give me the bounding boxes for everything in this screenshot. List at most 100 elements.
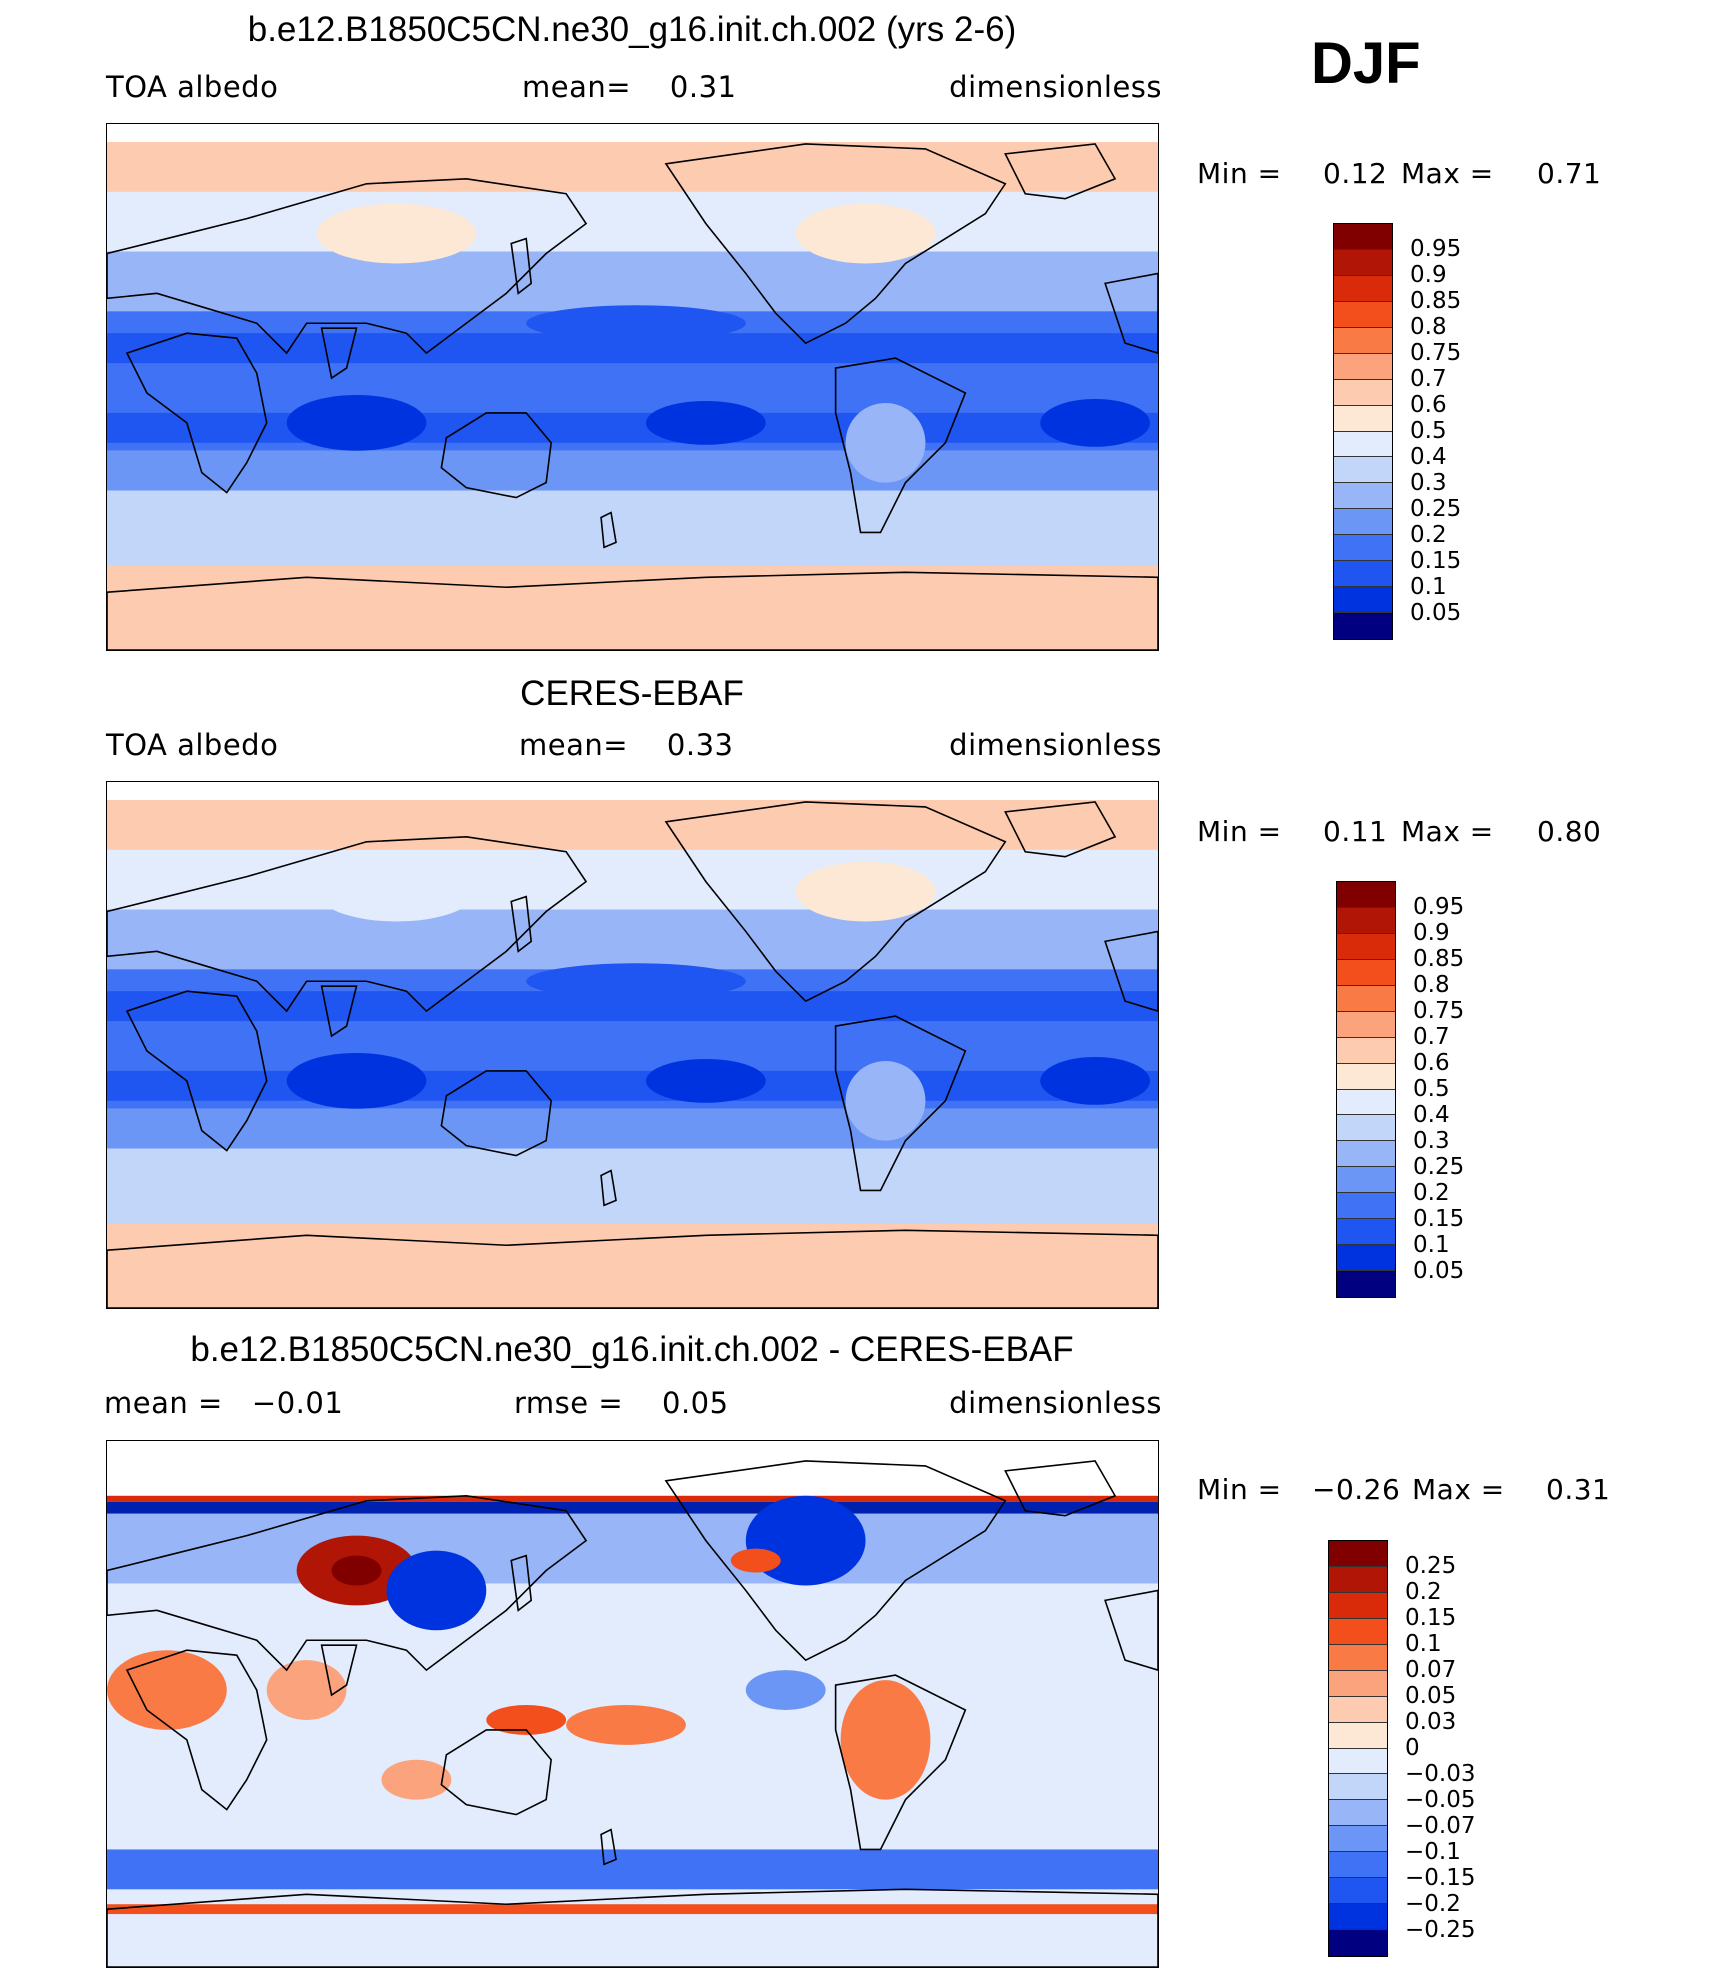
japan-outline <box>510 895 533 953</box>
africa-outline <box>125 332 268 494</box>
colorbar-tick-label: −0.15 <box>1405 1865 1476 1891</box>
colorbar-tick-label: 0.15 <box>1405 1605 1457 1631</box>
colorbar-swatch <box>1334 353 1392 380</box>
colorbar-swatch <box>1337 1219 1395 1246</box>
colorbar-tick-label: 0.9 <box>1413 920 1450 946</box>
negative-anomaly <box>745 1495 866 1586</box>
colorbar-swatch <box>1334 224 1392 250</box>
colorbar-tick-label: 0.75 <box>1410 340 1462 366</box>
panel-3-map-svg <box>107 1441 1158 1967</box>
panel-1-max-label: Max = <box>1401 157 1494 190</box>
panel-2-max-label: Max = <box>1401 815 1494 848</box>
negative-anomaly <box>745 1670 826 1710</box>
positive-anomaly <box>730 1548 781 1573</box>
positive-anomaly <box>486 1704 567 1735</box>
panel-1-mean-label: mean= 0.31 <box>522 70 737 104</box>
colorbar-swatch <box>1337 1089 1395 1116</box>
antarctic-high-albedo <box>107 565 1158 650</box>
colorbar-swatch <box>1337 1141 1395 1168</box>
northern-midlatitude-band <box>107 849 1158 910</box>
colorbar-swatch <box>1337 882 1395 908</box>
greenland-outline <box>1004 143 1117 200</box>
new-zealand-outline <box>600 1828 617 1866</box>
colorbar-swatch <box>1334 613 1392 639</box>
greenland-outline <box>1004 801 1117 858</box>
colorbar-tick-label: 0.15 <box>1413 1206 1465 1232</box>
colorbar-swatch <box>1337 1115 1395 1142</box>
colorbar-tick-label: 0.25 <box>1413 1154 1465 1180</box>
panel-2-map <box>106 781 1159 1309</box>
colorbar-swatch <box>1329 1644 1387 1671</box>
arctic-edge-positive <box>107 1495 1158 1502</box>
positive-anomaly <box>840 1680 931 1800</box>
colorbar-swatch <box>1334 535 1392 562</box>
panel-1-variable-label: TOA albedo <box>106 70 279 104</box>
australia-outline <box>440 412 552 499</box>
europe-east-outline <box>1104 930 1158 1012</box>
colorbar-tick-label: −0.25 <box>1405 1917 1476 1943</box>
northern-high-albedo-band <box>107 141 1158 192</box>
low-albedo-patch <box>645 1058 766 1103</box>
colorbar-tick-label: 0.07 <box>1405 1657 1457 1683</box>
northern-negative-band <box>107 1513 1158 1584</box>
colorbar-tick-label: −0.2 <box>1405 1891 1461 1917</box>
land-albedo-patch <box>316 203 477 264</box>
positive-anomaly <box>331 1555 382 1586</box>
low-albedo-patch <box>526 305 746 342</box>
africa-outline <box>125 1649 268 1811</box>
colorbar-swatch <box>1329 1618 1387 1645</box>
colorbar-swatch <box>1329 1904 1387 1931</box>
colorbar-tick-label: 0.5 <box>1413 1076 1450 1102</box>
colorbar-swatch <box>1329 1800 1387 1827</box>
antarctica-outline <box>107 571 1158 650</box>
panel-2-mean-label: mean= 0.33 <box>519 728 734 762</box>
colorbar-tick-label: 0 <box>1405 1735 1420 1761</box>
panel-2-units-label: dimensionless <box>949 728 1162 762</box>
panel-2-min-label: Min = <box>1197 815 1282 848</box>
positive-anomaly <box>107 1650 227 1730</box>
panel-1-max-value: 0.71 <box>1537 157 1602 190</box>
africa-outline <box>125 990 268 1152</box>
colorbar-tick-label: 0.8 <box>1413 972 1450 998</box>
colorbar-swatch <box>1329 1826 1387 1853</box>
colorbar-tick-label: 0.1 <box>1405 1631 1442 1657</box>
panel-2-title: CERES-EBAF <box>520 674 744 713</box>
colorbar-swatch <box>1337 1063 1395 1090</box>
colorbar-swatch <box>1329 1592 1387 1619</box>
colorbar-tick-label: −0.07 <box>1405 1813 1476 1839</box>
colorbar-swatch <box>1329 1722 1387 1749</box>
colorbar-swatch <box>1334 249 1392 276</box>
colorbar-tick-label: 0.95 <box>1410 236 1462 262</box>
colorbar-swatch <box>1337 1037 1395 1064</box>
land-albedo-patch <box>316 861 477 922</box>
colorbar-tick-label: 0.6 <box>1410 392 1447 418</box>
panel-3-max-value: 0.31 <box>1546 1473 1611 1506</box>
land-albedo-patch <box>845 1060 926 1141</box>
colorbar-tick-label: 0.9 <box>1410 262 1447 288</box>
southern-subtropical-band <box>107 412 1158 443</box>
season-label: DJF <box>1311 31 1421 96</box>
panel-1-min-value: 0.12 <box>1323 157 1388 190</box>
colorbar-swatch <box>1334 587 1392 614</box>
north-america-outline <box>664 801 1007 1003</box>
colorbar-tick-label: 0.2 <box>1413 1180 1450 1206</box>
europe-asia-outline <box>107 835 588 1013</box>
colorbar-tick-label: 0.4 <box>1410 444 1447 470</box>
colorbar-swatch <box>1334 431 1392 458</box>
colorbar-swatch <box>1329 1852 1387 1879</box>
southern-mid-band <box>107 1108 1158 1149</box>
panel-3-min-label: Min = <box>1197 1473 1282 1506</box>
low-albedo-patch <box>1040 1056 1151 1105</box>
colorbar-swatch <box>1329 1930 1387 1956</box>
japan-outline <box>510 237 533 295</box>
panel-3-max-label: Max = <box>1412 1473 1505 1506</box>
colorbar-swatch <box>1329 1566 1387 1593</box>
colorbar-tick-label: 0.1 <box>1410 574 1447 600</box>
colorbar-swatch <box>1329 1541 1387 1567</box>
antarctic-edge-positive <box>107 1904 1158 1915</box>
new-zealand-outline <box>600 1169 617 1207</box>
northern-high-albedo-band <box>107 799 1158 850</box>
colorbar-swatch <box>1337 1193 1395 1220</box>
colorbar-swatch <box>1337 1245 1395 1272</box>
colorbar-swatch <box>1334 457 1392 484</box>
